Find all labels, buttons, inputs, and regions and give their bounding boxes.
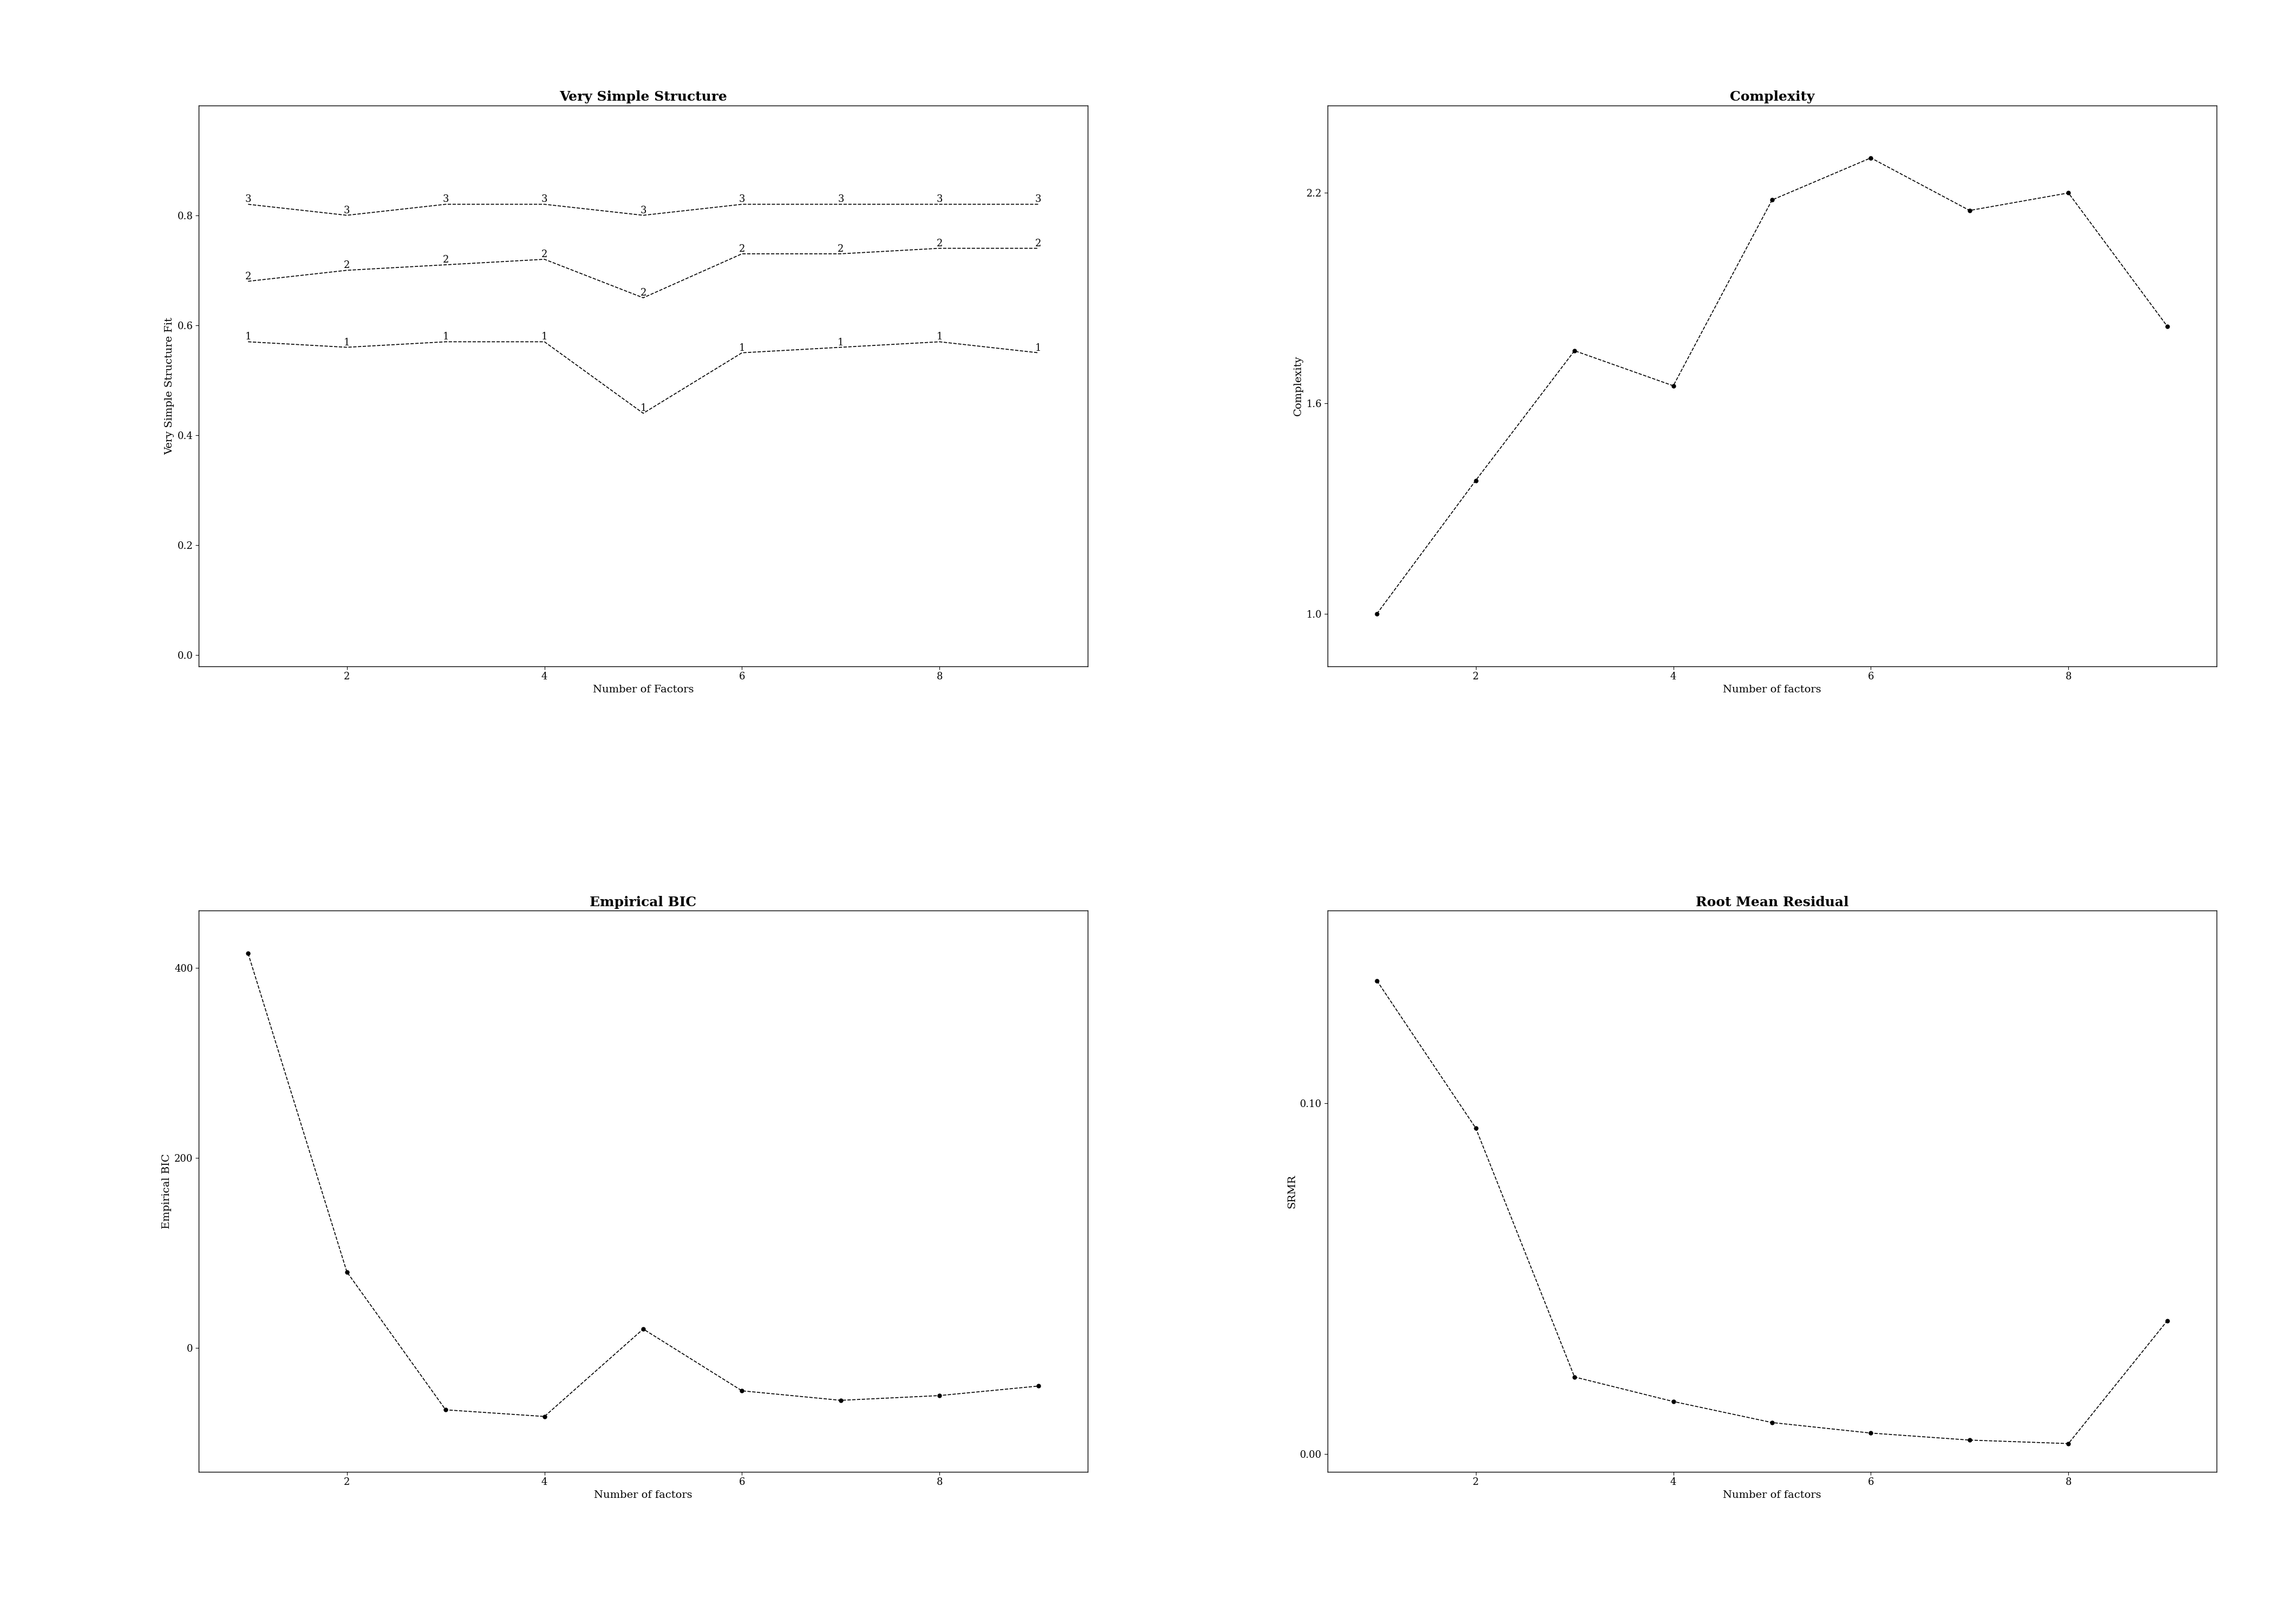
- Y-axis label: Complexity: Complexity: [1294, 356, 1303, 416]
- Text: 1: 1: [343, 338, 350, 348]
- Text: 2: 2: [246, 271, 250, 281]
- X-axis label: Number of factors: Number of factors: [594, 1491, 691, 1501]
- Text: 3: 3: [246, 195, 250, 205]
- Text: 1: 1: [739, 343, 746, 352]
- Y-axis label: Empirical BIC: Empirical BIC: [161, 1153, 171, 1229]
- Text: 1: 1: [246, 331, 250, 341]
- Text: 1: 1: [1035, 343, 1041, 352]
- Text: 3: 3: [937, 195, 944, 205]
- Text: 3: 3: [837, 195, 844, 205]
- Text: 3: 3: [343, 206, 350, 216]
- Text: 2: 2: [343, 260, 350, 270]
- Text: 1: 1: [837, 338, 844, 348]
- Text: 2: 2: [739, 244, 746, 253]
- X-axis label: Number of factors: Number of factors: [1724, 1491, 1821, 1501]
- Text: 2: 2: [641, 287, 646, 297]
- Text: 1: 1: [937, 331, 944, 341]
- Title: Root Mean Residual: Root Mean Residual: [1696, 896, 1849, 909]
- Text: 1: 1: [639, 403, 646, 412]
- Y-axis label: SRMR: SRMR: [1287, 1174, 1296, 1208]
- Text: 2: 2: [443, 255, 448, 265]
- Text: 3: 3: [443, 195, 448, 205]
- Title: Empirical BIC: Empirical BIC: [589, 896, 696, 909]
- Text: 3: 3: [541, 195, 548, 205]
- Text: 2: 2: [541, 250, 548, 260]
- Title: Complexity: Complexity: [1731, 91, 1815, 104]
- Text: 2: 2: [937, 239, 944, 248]
- Text: 1: 1: [541, 331, 548, 341]
- Y-axis label: Very Simple Structure Fit: Very Simple Structure Fit: [164, 317, 175, 455]
- X-axis label: Number of Factors: Number of Factors: [594, 685, 694, 695]
- Title: Very Simple Structure: Very Simple Structure: [559, 91, 728, 104]
- Text: 2: 2: [837, 244, 844, 253]
- Text: 2: 2: [1035, 239, 1041, 248]
- X-axis label: Number of factors: Number of factors: [1724, 685, 1821, 695]
- Text: 3: 3: [739, 195, 746, 205]
- Text: 3: 3: [1035, 195, 1041, 205]
- Text: 3: 3: [639, 206, 646, 216]
- Text: 1: 1: [443, 331, 448, 341]
